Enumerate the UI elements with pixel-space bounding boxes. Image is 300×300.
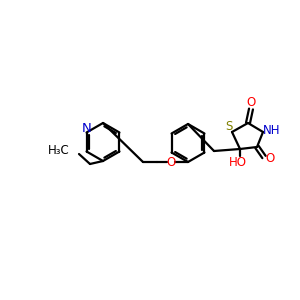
Text: N: N	[82, 122, 92, 135]
Text: HO: HO	[229, 155, 247, 169]
Text: NH: NH	[263, 124, 281, 136]
Text: O: O	[246, 95, 256, 109]
Text: S: S	[225, 121, 233, 134]
Text: O: O	[266, 152, 274, 166]
Text: O: O	[167, 155, 176, 169]
Text: H₃C: H₃C	[48, 145, 70, 158]
